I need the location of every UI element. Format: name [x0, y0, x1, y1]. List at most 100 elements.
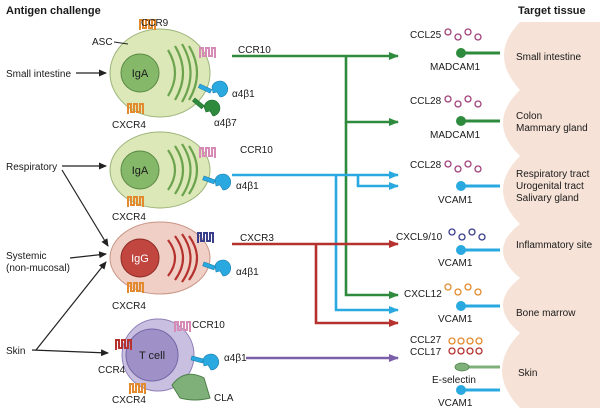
tissue-label-inflammatory: Inflammatory site: [516, 240, 593, 251]
a4b1-integrin-icon: [190, 353, 219, 371]
e-selectin-label: E-selectin: [432, 375, 476, 386]
tissue-bone-marrow: CXCL12 VCAM1 Bone marrow: [404, 278, 600, 333]
tissue-shape: [504, 22, 600, 90]
header-target-tissue: Target tissue: [518, 5, 586, 17]
tissue-label-bone-marrow: Bone marrow: [516, 308, 576, 319]
blue-arrow-respiratory-2: [356, 175, 399, 190]
homing-arrows: [232, 52, 399, 362]
source-respiratory: Respiratory: [6, 162, 57, 173]
vcam1-icon: [456, 385, 466, 395]
cla-icon: [171, 373, 211, 401]
chemokine-dots: [444, 283, 482, 296]
madcam1-label-1: MADCAM1: [430, 62, 480, 73]
cxcl12-label: CXCL12: [404, 289, 442, 300]
source-small-intestine: Small intestine: [6, 69, 71, 80]
asc-pointer: [113, 41, 129, 45]
cxcr3-label: CXCR3: [240, 233, 274, 244]
green-arrow-colon: [344, 56, 399, 126]
ccl28-label-1: CCL28: [410, 96, 442, 107]
cxcr4-label-4: CXCR4: [112, 395, 146, 406]
a4b7-label: α4β7: [214, 118, 237, 129]
arrow-resp-to-igg: [61, 169, 109, 247]
tissue-label-respiratory: Respiratory tract: [516, 169, 590, 180]
igg-cell-systemic: IgG: [109, 221, 231, 295]
chemokine-dots: [448, 228, 486, 241]
source-systemic: Systemic: [6, 251, 47, 262]
cla-label: CLA: [214, 393, 234, 404]
tissue-small-intestine: CCL25 MADCAM1 Small intestine: [410, 22, 600, 90]
cxcr4-label-3: CXCR4: [112, 301, 146, 312]
nucleus: [125, 328, 179, 382]
tissue-label-urogenital: Urogenital tract: [516, 181, 584, 192]
chemokine-dots: [444, 160, 482, 173]
madcam1-label-2: MADCAM1: [430, 130, 480, 141]
vcam1-label-4: VCAM1: [438, 398, 473, 409]
chemokine-dots: [448, 337, 483, 355]
tissue-label-colon: Colon: [516, 111, 542, 122]
tissue-label-mammary: Mammary gland: [516, 123, 588, 134]
a4b1-label-4: α4β1: [224, 353, 247, 364]
a4b1-integrin-icon: [202, 173, 231, 191]
arrow-skin-to-igg: [35, 261, 107, 351]
tissue-inflammatory: CXCL9/10 VCAM1 Inflammatory site: [396, 224, 600, 278]
asc-label: ASC: [92, 37, 113, 48]
madcam1-icon: [456, 48, 466, 58]
ccr10-label-2: CCR10: [240, 145, 273, 156]
tissue-shape: [502, 333, 600, 408]
ccr10-label-4: CCR10: [192, 320, 225, 331]
er-membranes: [167, 43, 199, 103]
e-selectin-icon: [454, 362, 470, 372]
a4b1-label-2: α4β1: [236, 181, 259, 192]
arrow-systemic-to-igg: [69, 251, 107, 259]
cxcr4-receptor-icon: [129, 383, 146, 395]
ccl25-label: CCL25: [410, 30, 442, 41]
cxcr4-label-2: CXCR4: [112, 212, 146, 223]
tissue-shape: [503, 278, 600, 333]
source-systemic-sub: (non-mucosal): [6, 263, 70, 274]
tissue-shape: [503, 90, 600, 156]
a4b1-label-3: α4β1: [236, 267, 259, 278]
a4b7-integrin-icon: [192, 97, 221, 117]
vcam1-label-2: VCAM1: [438, 258, 473, 269]
tissue-skin: CCL27 CCL17 E-selectin VCAM1 Skin: [410, 333, 600, 409]
tcell-label: T cell: [139, 350, 165, 362]
madcam1-icon: [456, 116, 466, 126]
header-antigen-challenge: Antigen challenge: [6, 5, 101, 17]
tissue-label-skin: Skin: [518, 368, 537, 379]
ccr10-receptor-icon: [199, 147, 216, 159]
ccr9-label: CCR9: [141, 18, 169, 29]
nucleus: [120, 150, 160, 190]
tissue-shape: [503, 224, 600, 278]
iga-label-2: IgA: [132, 165, 149, 177]
ccl17-label: CCL17: [410, 347, 442, 358]
blue-arrow-bone-marrow: [334, 175, 399, 314]
er-membranes: [167, 233, 199, 283]
source-arrows: [31, 69, 109, 357]
vcam1-icon: [456, 181, 466, 191]
cxcr3-receptor-icon: [197, 232, 214, 244]
arrow-skin-to-tcell: [31, 349, 109, 357]
tissue-respiratory: CCL28 VCAM1 Respiratory tract Urogenital…: [410, 156, 600, 224]
t-cell-skin: T cell: [115, 318, 219, 401]
red-arrow-bone-marrow: [314, 244, 399, 327]
ccl28-label-2: CCL28: [410, 160, 442, 171]
nucleus: [120, 238, 160, 278]
er-membranes: [167, 143, 199, 197]
tissue-shape: [503, 156, 600, 224]
tissue-colon: CCL28 MADCAM1 Colon Mammary gland: [410, 90, 600, 156]
a4b1-integrin-icon: [197, 80, 228, 98]
ccl27-label: CCL27: [410, 335, 442, 346]
cxcl9-10-label: CXCL9/10: [396, 232, 443, 243]
chemokine-dots: [444, 95, 482, 108]
tissue-label-salivary: Salivary gland: [516, 193, 579, 204]
vcam1-label-3: VCAM1: [438, 314, 473, 325]
iga-cell-intestine: IgA: [109, 19, 228, 118]
source-skin: Skin: [6, 346, 25, 357]
tissue-label-small-intestine: Small intestine: [516, 52, 581, 63]
igg-label: IgG: [131, 253, 149, 265]
green-arrow-bone-marrow: [344, 122, 399, 299]
nucleus: [120, 53, 160, 93]
a4b1-integrin-icon: [202, 259, 231, 277]
ccr10-receptor-icon: [199, 47, 216, 59]
